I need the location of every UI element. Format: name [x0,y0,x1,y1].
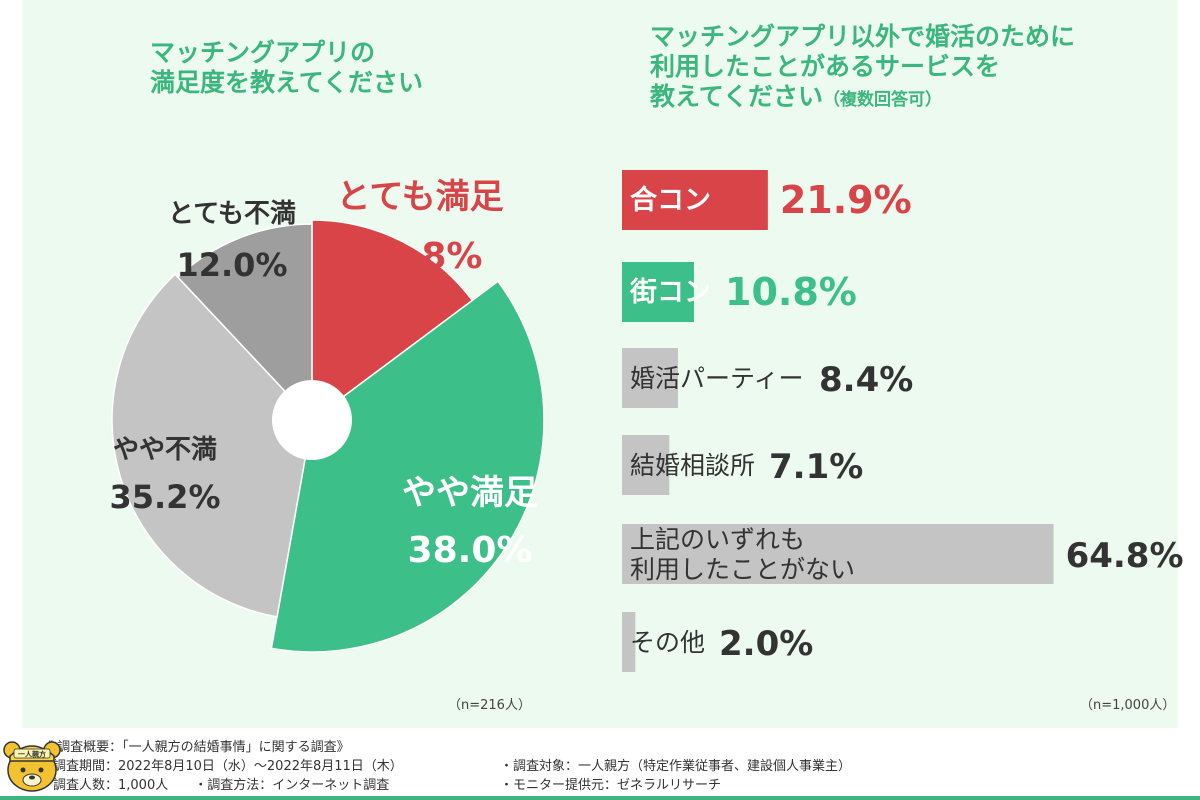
bar-title-line-2: 利用したことがあるサービスを [650,52,1001,81]
bar-category-label-5-line-2: 利用したことがない [630,555,855,584]
bar-chart: 合コン 21.9% 街コン 10.8% 婚活パーティー 8.4% 結婚相談所 7.1% 上記のい… [622,170,1184,672]
bar-2 [622,262,694,322]
survey-footer: 《 調査概要：「一人親方の結婚事情」に関する調査》 ・調査期間：2022年8月1… [0,728,1200,800]
bar-4 [622,435,670,495]
footer-survey-size-method: ・調査人数：1,000人 ・調査方法：インターネット調査 [40,778,390,793]
bar-title-line-3: 教えてください（複数回答可） [650,82,1150,115]
footer-monitor-source: ・モニター提供元：ゼネラルリサーチ [500,778,722,793]
bar-5 [622,524,1054,584]
footer-survey-summary: 《 調査概要：「一人親方の結婚事情」に関する調査》 [40,740,350,755]
bar-category-label-3: 婚活パーティー [630,364,804,393]
pie-title-line-1: マッチングアプリの [150,38,376,67]
pie-slice-3 [111,273,313,618]
bar-3 [622,348,678,408]
bar-value-label-2: 10.8% [725,270,857,314]
bar-category-label-6: その他 [630,628,705,657]
pie-slice-value-1: 14.8% [358,236,483,277]
bar-value-label-5: 64.8% [1066,536,1184,576]
bar-value-label-6: 2.0% [719,624,813,664]
pie-slice-value-4: 12.0% [176,246,287,284]
bar-value-label-4: 7.1% [769,447,863,487]
pie-slice-2 [270,280,545,653]
bar-category-label-1: 合コン [630,184,711,216]
bar-6 [622,612,636,672]
bar-title-line-1: マッチングアプリ以外で婚活のために [650,22,1076,51]
pie-slice-value-2: 38.0% [408,530,533,571]
pie-slice-label-2: やや満足 [402,473,538,513]
bar-category-label-4: 結婚相談所 [630,451,755,480]
chart-canvas: とても満足 14.8% やや満足 38.0% やや不満 35.2% とても不満 12.0% 合… [109,170,1184,672]
footer-survey-target: ・調査対象：一人親方（特定作業従事者、建設個人事業主） [500,759,852,774]
pie-title-line-2: 満足度を教えてください [150,68,424,97]
bar-category-label-2: 街コン [629,277,711,308]
footer-survey-period: ・調査期間：2022年8月10日（水）～2022年8月11日（木） [40,759,403,774]
bar-sample-size: （n=1,000人） [1080,698,1176,713]
bar-1 [622,170,768,230]
bar-title-suffix: （複数回答可） [823,90,943,110]
pie-chart-title: マッチングアプリの 満足度を教えてください [150,38,450,98]
pie-slice-label-4: とても不満 [168,199,296,229]
mascot-label: 一人親方 [18,750,46,759]
pie-slice-label-1: とても満足 [336,177,503,217]
pie-slice-value-3: 35.2% [109,478,220,516]
pie-chart: とても満足 14.8% やや満足 38.0% やや不満 35.2% とても不満 12.0% [109,177,545,653]
bar-value-label-1: 21.9% [780,178,912,222]
bar-chart-title: マッチングアプリ以外で婚活のために 利用したことがあるサービスを 教えてください… [650,22,1150,115]
pie-slice-label-3: やや不満 [113,435,217,465]
pie-slice-4 [176,223,313,422]
pie-center-hole [272,380,352,460]
pie-slice-1 [311,219,474,422]
bar-category-label-5-line-1: 上記のいずれも [630,525,805,554]
pie-sample-size: （n=216人） [448,698,531,713]
bear-mascot-icon: 一人親方 [3,741,61,792]
bar-value-label-3: 8.4% [819,360,913,400]
bar-title-line-3-main: 教えてください [650,82,824,111]
footer-accent-bar [0,796,1200,800]
